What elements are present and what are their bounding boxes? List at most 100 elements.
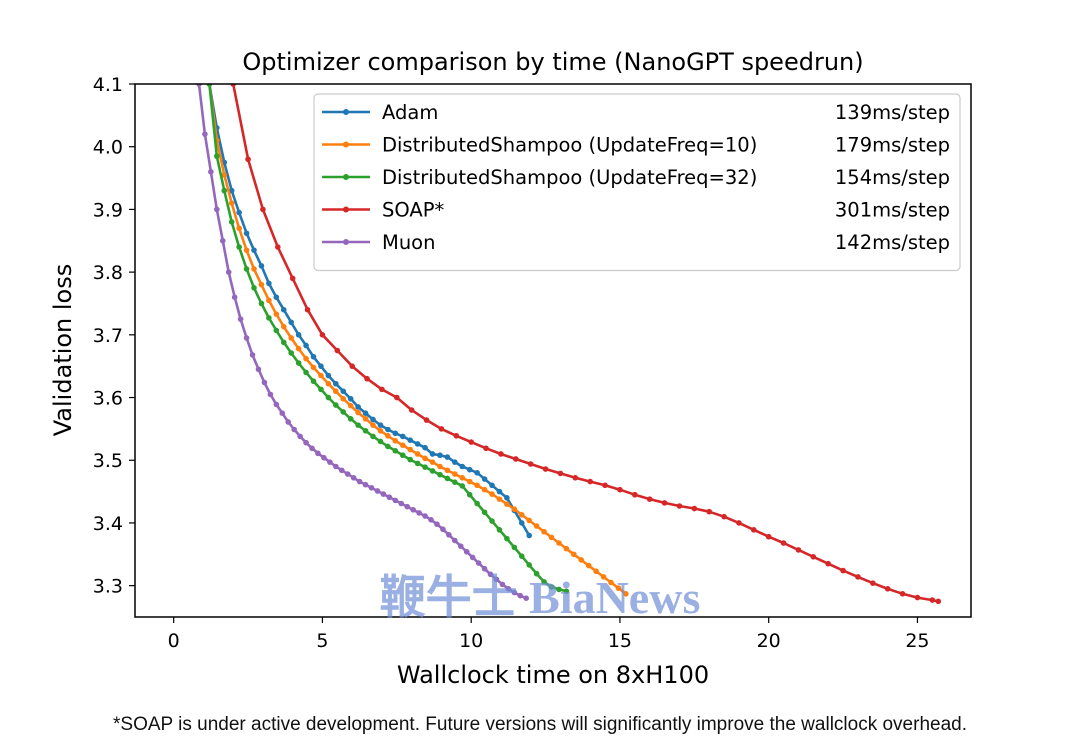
data-point (721, 513, 727, 520)
data-point (303, 355, 309, 362)
series-0 (206, 84, 532, 539)
data-point (273, 327, 280, 334)
data-point (214, 153, 220, 159)
data-point (280, 339, 287, 346)
data-point (385, 432, 391, 439)
data-point (526, 532, 532, 539)
data-point (542, 466, 549, 472)
data-point (385, 443, 391, 450)
data-point (219, 237, 226, 244)
data-point (914, 594, 921, 601)
data-point (394, 394, 400, 401)
data-point (228, 187, 235, 194)
data-point (370, 433, 376, 440)
data-point (518, 520, 525, 526)
data-point (765, 533, 772, 540)
data-point (221, 172, 228, 178)
data-point (840, 567, 846, 574)
data-point (623, 590, 629, 597)
data-point (511, 506, 518, 512)
data-point (481, 476, 488, 482)
data-point (266, 315, 272, 321)
data-point (855, 574, 861, 580)
data-point (518, 511, 525, 518)
legend-marker (343, 174, 349, 180)
data-point (374, 488, 381, 494)
data-point (452, 537, 458, 544)
data-point (338, 467, 345, 474)
data-point (493, 576, 500, 583)
data-point (255, 366, 262, 373)
data-point (362, 481, 369, 488)
data-point (340, 409, 347, 415)
data-point (691, 505, 698, 512)
data-point (499, 581, 506, 588)
data-point (260, 206, 266, 213)
data-point (489, 482, 495, 489)
data-point (587, 478, 593, 485)
data-point (325, 372, 332, 379)
data-point (517, 592, 524, 599)
data-point (221, 187, 228, 194)
data-point (362, 410, 369, 417)
data-point (251, 266, 257, 272)
data-point (533, 523, 540, 529)
data-point (399, 442, 406, 448)
data-point (600, 574, 607, 580)
data-point (399, 433, 406, 440)
data-point (327, 459, 333, 465)
data-point (452, 479, 458, 485)
data-point (474, 469, 480, 476)
data-point (423, 417, 430, 423)
data-point (318, 386, 324, 393)
data-point (617, 486, 623, 493)
data-point (392, 497, 399, 504)
data-point (487, 571, 494, 578)
data-point (392, 448, 399, 454)
data-point (437, 463, 443, 470)
data-point (481, 565, 488, 572)
data-point (676, 503, 683, 509)
data-point (386, 494, 393, 501)
data-point (236, 225, 242, 232)
data-point (489, 518, 495, 524)
data-point (608, 579, 614, 586)
legend-marker (343, 239, 349, 245)
data-point (593, 568, 599, 575)
data-point (355, 409, 361, 416)
data-point (258, 281, 265, 288)
data-point (459, 463, 466, 470)
data-point (404, 503, 411, 510)
data-point (273, 311, 280, 317)
data-point (267, 391, 274, 398)
data-point (251, 247, 257, 253)
data-point (319, 332, 326, 338)
data-point (333, 380, 339, 387)
legend-label: SOAP* (382, 199, 444, 222)
data-point (350, 474, 357, 481)
data-point (355, 404, 361, 410)
data-point (578, 557, 585, 563)
data-point (496, 488, 503, 495)
data-point (504, 535, 510, 542)
data-point (459, 474, 466, 481)
data-point (557, 470, 564, 477)
data-point (355, 422, 361, 428)
data-point (334, 347, 341, 354)
data-point (428, 517, 434, 523)
legend-label: Adam (382, 101, 438, 124)
data-point (474, 500, 480, 507)
x-tick-label: 20 (757, 630, 781, 652)
data-point (929, 597, 936, 603)
data-point (377, 427, 384, 434)
series-2 (206, 84, 570, 595)
data-point (370, 422, 376, 428)
legend-box (313, 93, 961, 272)
legend-marker (343, 141, 349, 148)
data-point (236, 209, 242, 216)
data-point (496, 527, 503, 533)
data-point (736, 520, 742, 526)
data-point (459, 483, 466, 489)
data-point (380, 491, 387, 497)
data-point (422, 513, 428, 519)
